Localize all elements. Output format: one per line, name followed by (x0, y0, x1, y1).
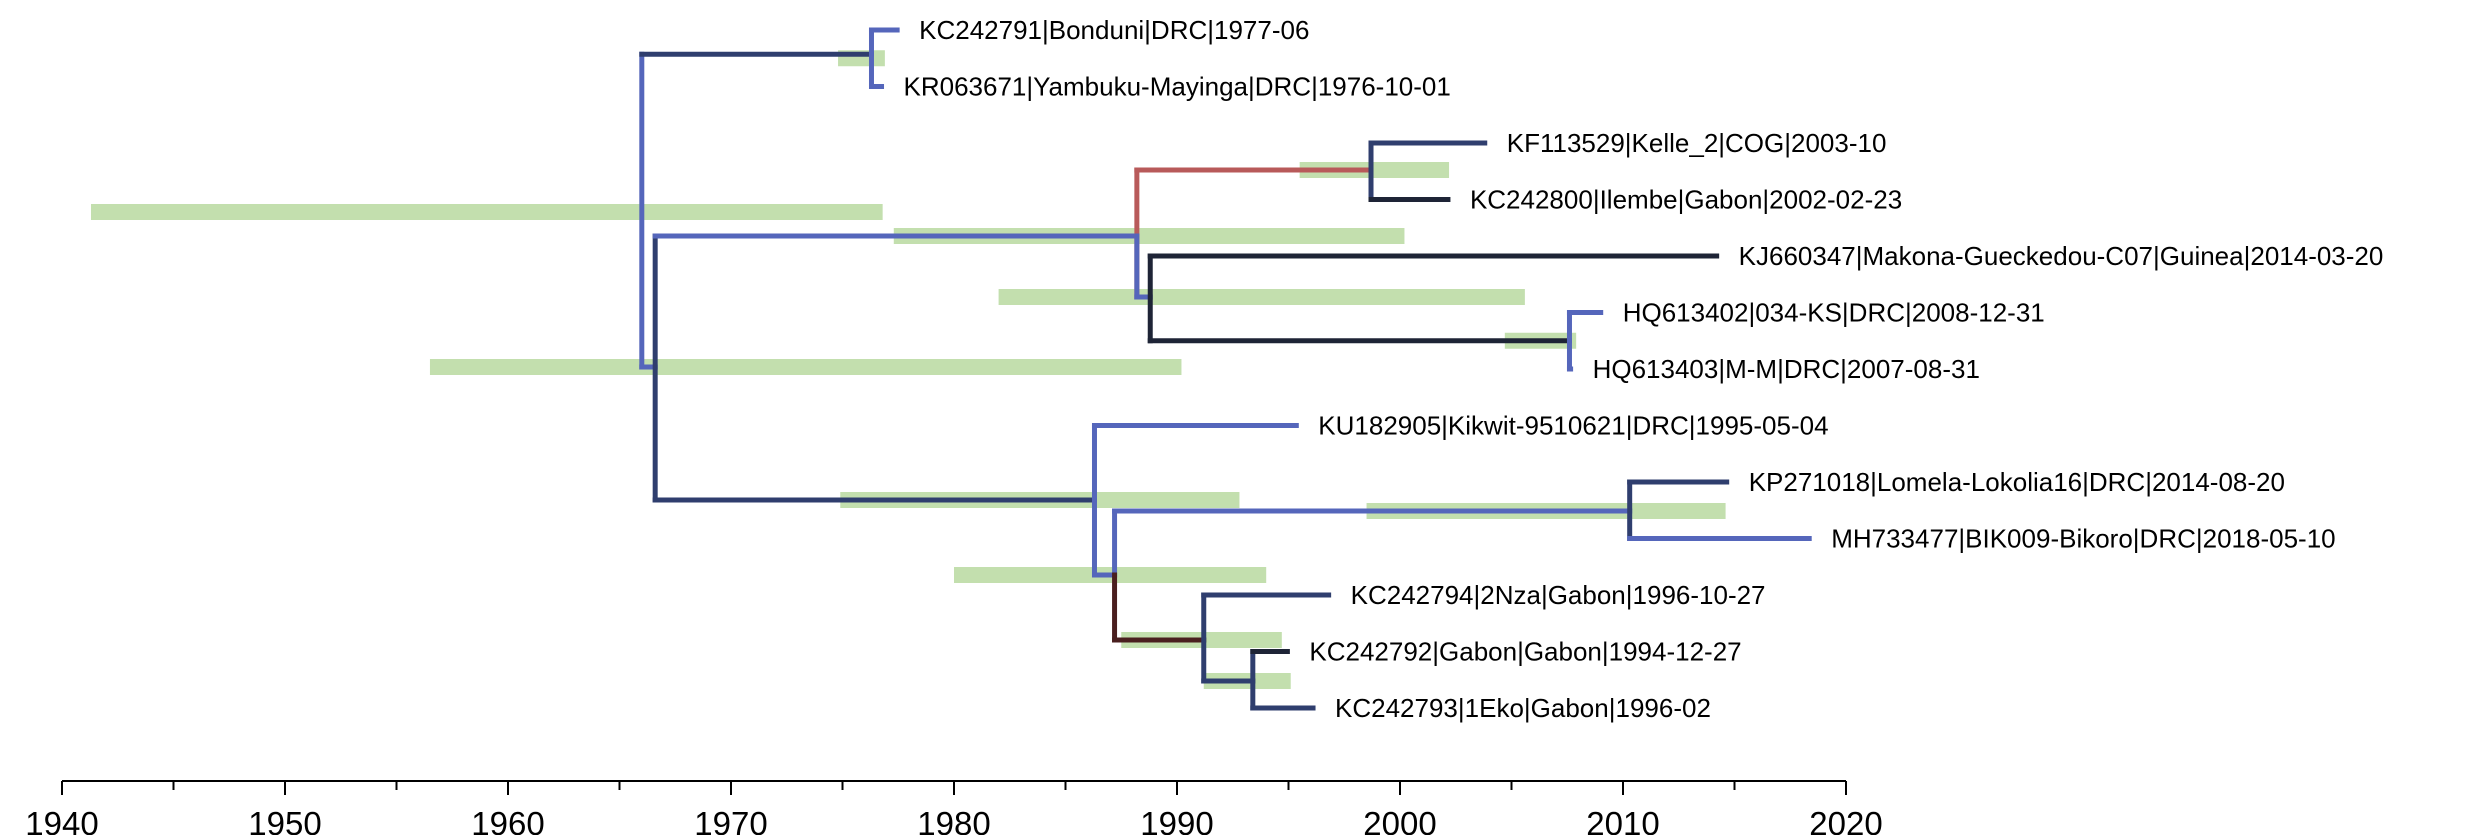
tick-label-1940: 1940 (25, 805, 98, 835)
leaf-label-10: KC242794|2Nza|Gabon|1996-10-27 (1351, 580, 1766, 610)
leaf-label-7: KU182905|Kikwit-9510621|DRC|1995-05-04 (1318, 411, 1828, 441)
leaf-label-3: KC242800|Ilembe|Gabon|2002-02-23 (1470, 185, 1902, 215)
leaf-label-2: KF113529|Kelle_2|COG|2003-10 (1507, 128, 1887, 158)
leaf-label-9: MH733477|BIK009-Bikoro|DRC|2018-05-10 (1831, 524, 2335, 554)
leaf-labels: KC242791|Bonduni|DRC|1977-06 KR063671|Yam… (904, 15, 2384, 723)
tick-label-2010: 2010 (1586, 805, 1659, 835)
leaf-label-6: HQ613403|M-M|DRC|2007-08-31 (1593, 354, 1980, 384)
tick-label-1970: 1970 (694, 805, 767, 835)
hpd-bar-root (429, 359, 1182, 375)
leaf-label-1: KR063671|Yambuku-Mayinga|DRC|1976-10-01 (904, 72, 1451, 102)
tick-label-1990: 1990 (1140, 805, 1213, 835)
tree-branches (639, 27, 1812, 711)
tick-label-1960: 1960 (471, 805, 544, 835)
tick-label-1950: 1950 (248, 805, 321, 835)
leaf-label-0: KC242791|Bonduni|DRC|1977-06 (919, 15, 1309, 45)
time-axis: 1940 1950 1960 1970 1980 1990 2000 2010 2020 (25, 780, 1883, 835)
leaf-label-5: HQ613402|034-KS|DRC|2008-12-31 (1623, 298, 2045, 328)
leaf-label-11: KC242792|Gabon|Gabon|1994-12-27 (1309, 637, 1741, 667)
hpd-bar-makona (998, 289, 1525, 305)
tick-label-2020: 2020 (1809, 805, 1882, 835)
leaf-label-4: KJ660347|Makona-Gueckedou-C07|Guinea|201… (1739, 241, 2384, 271)
hpd-bar-cog (1299, 162, 1450, 178)
leaf-label-8: KP271018|Lomela-Lokolia16|DRC|2014-08-20 (1749, 467, 2285, 497)
leaf-label-12: KC242793|1Eko|Gabon|1996-02 (1335, 693, 1711, 723)
hpd-bar-mid (90, 204, 883, 220)
hpd-bar-west (893, 228, 1405, 244)
tick-label-2000: 2000 (1363, 805, 1436, 835)
tick-label-1980: 1980 (917, 805, 990, 835)
